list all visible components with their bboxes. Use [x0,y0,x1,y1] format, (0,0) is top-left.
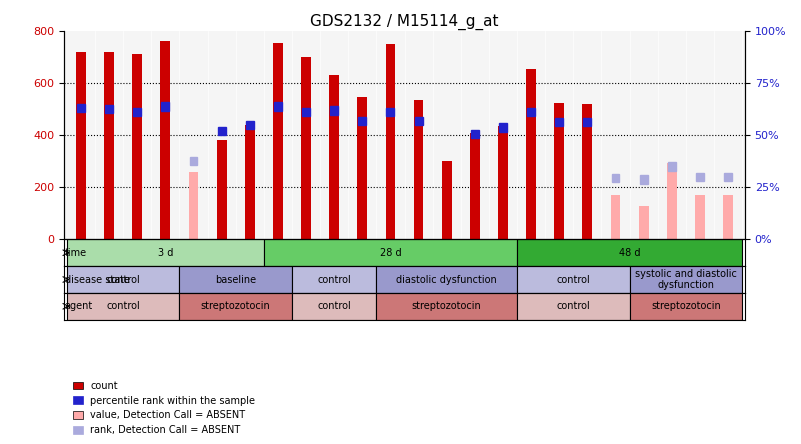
Bar [274,103,282,111]
Text: streptozotocin: streptozotocin [201,301,271,311]
Bar [376,266,517,293]
Bar [218,127,226,135]
Bar [526,69,536,239]
Title: GDS2132 / M15114_g_at: GDS2132 / M15114_g_at [310,13,499,30]
Bar [292,266,376,293]
Bar [132,54,142,239]
Bar [610,195,621,239]
Bar [67,266,179,293]
Bar [330,106,338,115]
Text: control: control [317,274,351,285]
Bar [77,104,85,112]
Bar [582,104,592,239]
Bar [667,163,677,239]
Bar [357,97,367,239]
Bar [612,174,619,182]
Text: control: control [107,274,140,285]
Bar [302,107,310,116]
Bar [376,293,517,320]
Bar [188,172,199,239]
Bar [76,52,86,239]
Text: streptozotocin: streptozotocin [651,301,721,311]
Bar [105,105,113,113]
Bar [179,266,292,293]
Bar [724,173,732,181]
Bar [413,100,424,239]
Bar [723,195,733,239]
Bar [162,103,169,111]
Bar [67,293,179,320]
Bar [245,125,255,239]
Text: 48 d: 48 d [619,248,640,258]
Bar [415,117,422,125]
Bar [630,293,742,320]
Bar [264,239,517,266]
Bar [696,173,704,181]
Bar [442,161,452,239]
Text: time: time [65,248,87,258]
Bar [517,239,742,266]
Bar [498,126,508,239]
Text: diastolic dysfunction: diastolic dysfunction [396,274,497,285]
Text: streptozotocin: streptozotocin [412,301,481,311]
Bar [630,266,742,293]
Bar [217,140,227,239]
Text: agent: agent [65,301,93,311]
Legend: count, percentile rank within the sample, value, Detection Call = ABSENT, rank, : count, percentile rank within the sample… [69,377,260,439]
Bar [179,293,292,320]
Text: control: control [557,274,590,285]
Text: 3 d: 3 d [158,248,173,258]
Bar [329,75,339,239]
Bar [471,130,479,138]
Bar [160,41,171,239]
Bar [292,293,376,320]
Bar [554,103,564,239]
Bar [246,121,254,129]
Bar [301,57,311,239]
Bar [358,117,366,125]
Bar [555,118,563,127]
Bar [517,266,630,293]
Bar [668,163,676,170]
Bar [385,44,396,239]
Text: control: control [107,301,140,311]
Text: systolic and diastolic
dysfunction: systolic and diastolic dysfunction [635,269,737,290]
Bar [517,293,630,320]
Text: control: control [317,301,351,311]
Bar [583,118,591,127]
Bar [387,107,394,116]
Bar [527,107,535,116]
Bar [273,43,283,239]
Bar [133,107,141,116]
Text: control: control [557,301,590,311]
Bar [190,157,197,166]
Bar [67,239,264,266]
Bar [499,123,507,131]
Bar [470,133,480,239]
Bar [695,195,705,239]
Text: baseline: baseline [215,274,256,285]
Text: 28 d: 28 d [380,248,401,258]
Bar [104,52,114,239]
Bar [640,175,647,184]
Bar [638,206,649,239]
Text: disease state: disease state [65,274,130,285]
